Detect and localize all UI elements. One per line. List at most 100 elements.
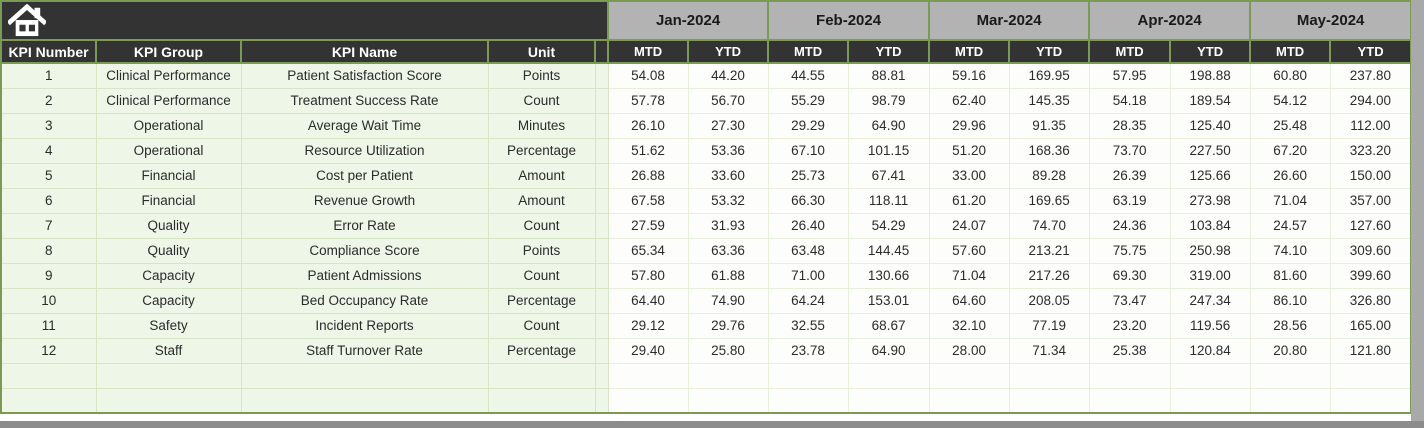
value-cell[interactable]: 68.67 bbox=[847, 312, 930, 339]
value-cell[interactable]: 65.34 bbox=[607, 237, 689, 264]
value-cell[interactable]: 57.95 bbox=[1088, 62, 1171, 89]
value-cell[interactable]: 29.96 bbox=[928, 112, 1010, 139]
kpi-number-cell[interactable]: 10 bbox=[0, 287, 97, 314]
value-cell[interactable]: 63.36 bbox=[687, 237, 769, 264]
value-cell[interactable]: 67.10 bbox=[767, 137, 849, 164]
kpi-name-cell[interactable]: Staff Turnover Rate bbox=[240, 337, 489, 364]
value-cell[interactable] bbox=[687, 362, 769, 389]
value-cell[interactable]: 323.20 bbox=[1329, 137, 1412, 164]
kpi-number-cell[interactable]: 7 bbox=[0, 212, 97, 239]
kpi-group-cell[interactable]: Financial bbox=[95, 187, 242, 214]
unit-cell[interactable]: Count bbox=[487, 312, 596, 339]
unit-cell[interactable]: Points bbox=[487, 237, 596, 264]
value-cell[interactable]: 217.26 bbox=[1008, 262, 1090, 289]
value-cell[interactable] bbox=[1008, 387, 1090, 414]
value-cell[interactable]: 127.60 bbox=[1329, 212, 1412, 239]
value-cell[interactable]: 23.20 bbox=[1088, 312, 1171, 339]
value-cell[interactable]: 73.47 bbox=[1088, 287, 1171, 314]
kpi-name-cell[interactable]: Treatment Success Rate bbox=[240, 87, 489, 114]
kpi-number-cell[interactable]: 4 bbox=[0, 137, 97, 164]
value-cell[interactable] bbox=[1088, 362, 1171, 389]
value-cell[interactable]: 130.66 bbox=[847, 262, 930, 289]
value-cell[interactable]: 74.10 bbox=[1249, 237, 1331, 264]
value-cell[interactable]: 26.10 bbox=[607, 112, 689, 139]
value-cell[interactable] bbox=[1088, 387, 1171, 414]
value-cell[interactable]: 24.36 bbox=[1088, 212, 1171, 239]
vertical-scrollbar[interactable] bbox=[1411, 0, 1424, 428]
value-cell[interactable]: 60.80 bbox=[1249, 62, 1331, 89]
unit-cell[interactable]: Amount bbox=[487, 162, 596, 189]
value-cell[interactable]: 250.98 bbox=[1169, 237, 1251, 264]
value-cell[interactable] bbox=[687, 387, 769, 414]
value-cell[interactable]: 28.56 bbox=[1249, 312, 1331, 339]
kpi-group-cell[interactable]: Financial bbox=[95, 162, 242, 189]
value-cell[interactable]: 27.30 bbox=[687, 112, 769, 139]
unit-cell[interactable]: Count bbox=[487, 87, 596, 114]
value-cell[interactable]: 118.11 bbox=[847, 187, 930, 214]
unit-cell[interactable]: Amount bbox=[487, 187, 596, 214]
value-cell[interactable] bbox=[1249, 387, 1331, 414]
value-cell[interactable]: 24.07 bbox=[928, 212, 1010, 239]
value-cell[interactable]: 309.60 bbox=[1329, 237, 1412, 264]
value-cell[interactable]: 153.01 bbox=[847, 287, 930, 314]
value-cell[interactable]: 67.41 bbox=[847, 162, 930, 189]
value-cell[interactable]: 64.60 bbox=[928, 287, 1010, 314]
value-cell[interactable]: 59.16 bbox=[928, 62, 1010, 89]
value-cell[interactable]: 29.76 bbox=[687, 312, 769, 339]
value-cell[interactable]: 98.79 bbox=[847, 87, 930, 114]
value-cell[interactable] bbox=[1008, 362, 1090, 389]
kpi-group-cell[interactable]: Quality bbox=[95, 237, 242, 264]
value-cell[interactable]: 54.12 bbox=[1249, 87, 1331, 114]
value-cell[interactable]: 125.66 bbox=[1169, 162, 1251, 189]
kpi-name-cell[interactable]: Error Rate bbox=[240, 212, 489, 239]
value-cell[interactable]: 71.00 bbox=[767, 262, 849, 289]
value-cell[interactable]: 63.48 bbox=[767, 237, 849, 264]
unit-cell[interactable]: Count bbox=[487, 212, 596, 239]
value-cell[interactable]: 26.88 bbox=[607, 162, 689, 189]
kpi-name-cell[interactable]: Cost per Patient bbox=[240, 162, 489, 189]
value-cell[interactable]: 74.90 bbox=[687, 287, 769, 314]
value-cell[interactable]: 125.40 bbox=[1169, 112, 1251, 139]
value-cell[interactable]: 71.34 bbox=[1008, 337, 1090, 364]
value-cell[interactable]: 319.00 bbox=[1169, 262, 1251, 289]
value-cell[interactable]: 74.70 bbox=[1008, 212, 1090, 239]
kpi-number-cell[interactable]: 6 bbox=[0, 187, 97, 214]
value-cell[interactable] bbox=[1169, 362, 1251, 389]
kpi-name-cell[interactable]: Compliance Score bbox=[240, 237, 489, 264]
kpi-number-cell[interactable]: 2 bbox=[0, 87, 97, 114]
value-cell[interactable]: 54.08 bbox=[607, 62, 689, 89]
value-cell[interactable]: 33.60 bbox=[687, 162, 769, 189]
value-cell[interactable]: 75.75 bbox=[1088, 237, 1171, 264]
kpi-group-cell[interactable] bbox=[95, 362, 242, 389]
value-cell[interactable]: 55.29 bbox=[767, 87, 849, 114]
unit-cell[interactable] bbox=[487, 387, 596, 414]
value-cell[interactable] bbox=[1249, 362, 1331, 389]
value-cell[interactable]: 168.36 bbox=[1008, 137, 1090, 164]
value-cell[interactable] bbox=[607, 387, 689, 414]
unit-cell[interactable]: Percentage bbox=[487, 137, 596, 164]
value-cell[interactable]: 23.78 bbox=[767, 337, 849, 364]
value-cell[interactable]: 54.29 bbox=[847, 212, 930, 239]
value-cell[interactable]: 88.81 bbox=[847, 62, 930, 89]
value-cell[interactable]: 81.60 bbox=[1249, 262, 1331, 289]
kpi-group-cell[interactable]: Quality bbox=[95, 212, 242, 239]
value-cell[interactable]: 31.93 bbox=[687, 212, 769, 239]
value-cell[interactable]: 120.84 bbox=[1169, 337, 1251, 364]
value-cell[interactable]: 62.40 bbox=[928, 87, 1010, 114]
kpi-group-cell[interactable]: Operational bbox=[95, 137, 242, 164]
value-cell[interactable]: 64.90 bbox=[847, 337, 930, 364]
value-cell[interactable]: 51.62 bbox=[607, 137, 689, 164]
value-cell[interactable]: 119.56 bbox=[1169, 312, 1251, 339]
value-cell[interactable] bbox=[1329, 387, 1412, 414]
value-cell[interactable]: 169.65 bbox=[1008, 187, 1090, 214]
value-cell[interactable]: 24.57 bbox=[1249, 212, 1331, 239]
value-cell[interactable]: 145.35 bbox=[1008, 87, 1090, 114]
kpi-group-cell[interactable]: Staff bbox=[95, 337, 242, 364]
value-cell[interactable]: 165.00 bbox=[1329, 312, 1412, 339]
value-cell[interactable]: 103.84 bbox=[1169, 212, 1251, 239]
value-cell[interactable]: 144.45 bbox=[847, 237, 930, 264]
value-cell[interactable]: 51.20 bbox=[928, 137, 1010, 164]
value-cell[interactable]: 66.30 bbox=[767, 187, 849, 214]
unit-cell[interactable]: Points bbox=[487, 62, 596, 89]
value-cell[interactable]: 101.15 bbox=[847, 137, 930, 164]
